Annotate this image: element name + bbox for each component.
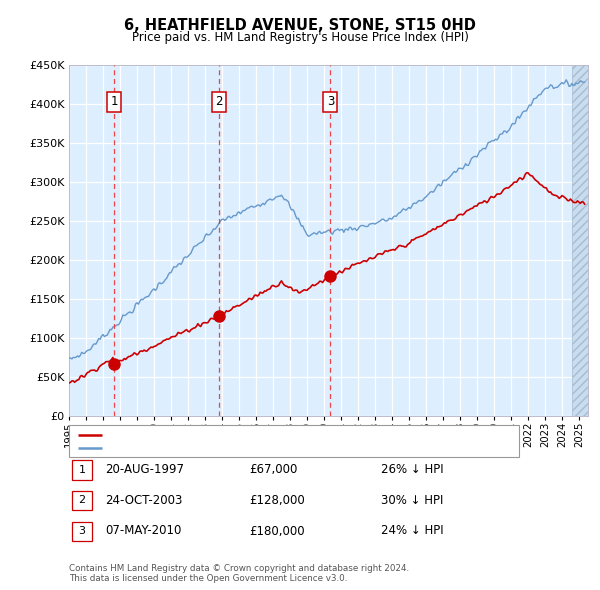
Text: 3: 3: [326, 95, 334, 108]
Text: 20-AUG-1997: 20-AUG-1997: [105, 463, 184, 476]
Text: 24% ↓ HPI: 24% ↓ HPI: [381, 525, 443, 537]
Text: 6, HEATHFIELD AVENUE, STONE, ST15 0HD: 6, HEATHFIELD AVENUE, STONE, ST15 0HD: [124, 18, 476, 32]
Text: 6, HEATHFIELD AVENUE, STONE, ST15 0HD (detached house): 6, HEATHFIELD AVENUE, STONE, ST15 0HD (d…: [108, 430, 425, 440]
Text: 24-OCT-2003: 24-OCT-2003: [105, 494, 182, 507]
Text: 2: 2: [79, 496, 85, 505]
Text: 1: 1: [110, 95, 118, 108]
Text: £128,000: £128,000: [249, 494, 305, 507]
Text: 1: 1: [79, 465, 85, 474]
Text: Contains HM Land Registry data © Crown copyright and database right 2024.
This d: Contains HM Land Registry data © Crown c…: [69, 563, 409, 583]
Text: Price paid vs. HM Land Registry's House Price Index (HPI): Price paid vs. HM Land Registry's House …: [131, 31, 469, 44]
Text: £180,000: £180,000: [249, 525, 305, 537]
Text: 3: 3: [79, 526, 85, 536]
Text: £67,000: £67,000: [249, 463, 298, 476]
Text: 26% ↓ HPI: 26% ↓ HPI: [381, 463, 443, 476]
Text: 30% ↓ HPI: 30% ↓ HPI: [381, 494, 443, 507]
Text: HPI: Average price, detached house, Stafford: HPI: Average price, detached house, Staf…: [108, 443, 343, 453]
Text: 07-MAY-2010: 07-MAY-2010: [105, 525, 181, 537]
Text: 2: 2: [215, 95, 223, 108]
